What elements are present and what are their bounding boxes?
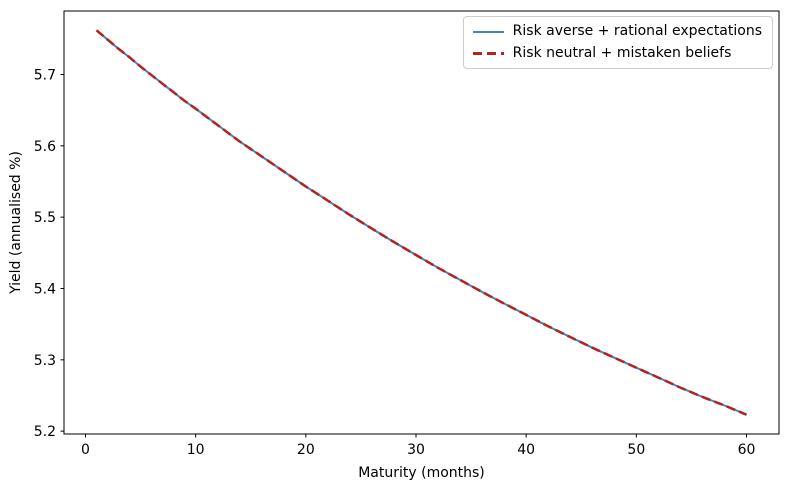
x-tick-label: 20 [297,442,315,458]
y-axis-label: Yield (annualised %) [8,151,24,295]
y-tick-label: 5.2 [34,424,56,440]
legend-item-risk-neutral: Risk neutral + mistaken beliefs [472,44,762,63]
x-tick-label: 50 [627,442,645,458]
plot-spines [63,10,780,435]
y-tick-label: 5.4 [34,281,56,297]
legend-label-risk-averse: Risk averse + rational expectations [512,23,762,39]
y-tick-label: 5.7 [34,67,56,83]
legend-item-risk-averse: Risk averse + rational expectations [472,22,762,41]
y-tick-label: 5.5 [34,210,56,226]
legend: Risk averse + rational expectations Risk… [462,16,773,69]
series-line-1 [95,29,747,416]
x-tick-label: 30 [407,442,425,458]
y-tick-label: 5.6 [34,139,56,155]
x-tick-label: 10 [187,442,205,458]
series-line-0 [95,29,747,416]
legend-line-solid-icon [472,30,504,33]
legend-line-dashed-icon [472,52,504,55]
x-tick-label: 40 [517,442,535,458]
x-tick-label: 0 [81,442,90,458]
y-tick-label: 5.3 [34,353,56,369]
legend-label-risk-neutral: Risk neutral + mistaken beliefs [512,45,732,61]
x-tick-label: 60 [738,442,756,458]
x-axis-label: Maturity (months) [358,465,485,481]
